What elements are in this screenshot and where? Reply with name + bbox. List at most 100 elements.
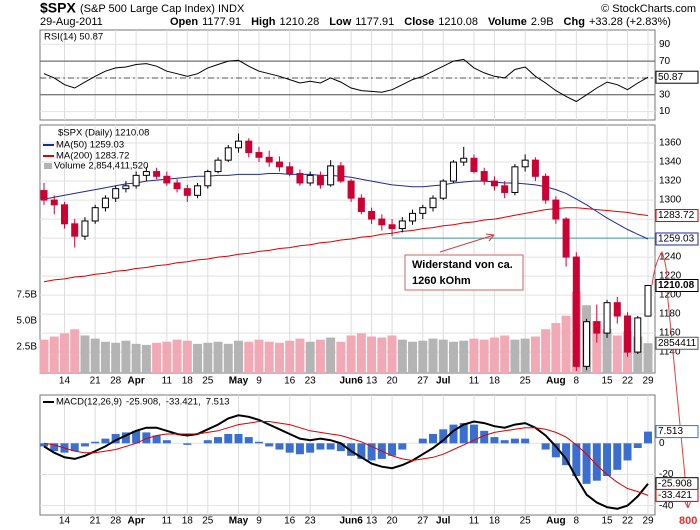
last-value-label: 2854411 bbox=[658, 338, 697, 349]
histogram-bar bbox=[367, 443, 376, 461]
volume-bar bbox=[438, 339, 448, 373]
y-tick-label: 1180 bbox=[659, 309, 681, 320]
histogram-bar bbox=[152, 435, 161, 444]
histogram-bar bbox=[429, 433, 438, 444]
histogram-bar bbox=[644, 431, 652, 444]
histogram-bar bbox=[613, 443, 622, 470]
x-tick-label: 13 bbox=[366, 376, 378, 387]
quote-value: 1177.91 bbox=[355, 16, 394, 28]
volume-tick-label: 7.5B bbox=[16, 289, 37, 300]
rsi-line bbox=[43, 58, 649, 103]
candle-body bbox=[183, 188, 191, 196]
histogram-bar bbox=[623, 443, 632, 461]
candle-body bbox=[306, 174, 314, 184]
candle-body bbox=[624, 315, 632, 353]
quote-label: Close bbox=[404, 16, 434, 28]
quote-label: Volume bbox=[488, 16, 527, 28]
quote-label: High bbox=[251, 16, 276, 28]
y-tick-label: 1360 bbox=[659, 138, 682, 149]
candle-body bbox=[449, 161, 457, 182]
candle-body bbox=[552, 199, 560, 220]
candle-body bbox=[378, 218, 386, 226]
legend-swatch bbox=[44, 163, 52, 169]
x-tick-label: 27 bbox=[417, 516, 429, 527]
histogram-bar bbox=[398, 443, 407, 450]
quote-value: 1177.91 bbox=[202, 16, 241, 28]
volume-bar bbox=[397, 339, 407, 373]
candle-body bbox=[132, 174, 140, 187]
x-tick-label: 28 bbox=[110, 516, 122, 527]
y-tick-label: 1240 bbox=[659, 252, 682, 263]
legend-title: MACD(12,26,9) bbox=[56, 397, 122, 408]
y-tick-label: 0 bbox=[659, 438, 665, 449]
volume-bar bbox=[612, 335, 622, 373]
histogram-bar bbox=[541, 443, 550, 450]
volume-bar bbox=[264, 341, 274, 373]
histogram-bar bbox=[582, 443, 591, 484]
volume-bar bbox=[418, 340, 428, 373]
candle-body bbox=[60, 204, 68, 225]
volume-bar bbox=[223, 343, 233, 373]
histogram-bar bbox=[111, 433, 120, 444]
volume-bar bbox=[530, 336, 540, 373]
volume-bar bbox=[80, 335, 90, 373]
candle-body bbox=[101, 197, 109, 209]
volume-bar bbox=[377, 337, 387, 373]
legend-entry: 7.513 bbox=[206, 397, 230, 408]
volume-bar bbox=[234, 340, 244, 373]
x-tick-label: 16 bbox=[284, 376, 296, 387]
y-tick-label: 70 bbox=[659, 56, 671, 67]
histogram-bar bbox=[265, 443, 274, 447]
last-value-box bbox=[655, 209, 699, 223]
candle-body bbox=[265, 156, 273, 163]
last-value: 1283.72 bbox=[655, 209, 699, 223]
y-tick-label: 1160 bbox=[659, 328, 681, 339]
candle-body bbox=[214, 159, 222, 173]
histogram-bar bbox=[449, 424, 458, 444]
candle-body bbox=[521, 159, 529, 168]
candle-body bbox=[388, 224, 396, 230]
volume-bar bbox=[428, 338, 438, 373]
histogram-bar bbox=[80, 443, 89, 447]
last-value-box bbox=[655, 279, 699, 293]
x-tick-label: 18 bbox=[489, 376, 501, 387]
legend-price: $SPX (Daily) 1210.08 bbox=[58, 128, 149, 139]
volume-bar bbox=[469, 338, 479, 373]
x-tick-label: 23 bbox=[305, 516, 317, 527]
x-tick-label: 23 bbox=[305, 376, 317, 387]
candle-body bbox=[173, 182, 181, 190]
histogram-bar bbox=[183, 443, 192, 445]
histogram-bar bbox=[572, 443, 581, 477]
last-value-box bbox=[655, 70, 699, 84]
volume-bar bbox=[336, 341, 346, 373]
last-value-box bbox=[655, 232, 699, 246]
x-tick-label: May bbox=[229, 376, 249, 387]
candle-body bbox=[163, 175, 171, 184]
y-tick-label: 1300 bbox=[659, 195, 682, 206]
x-tick-label: Aug bbox=[546, 516, 565, 527]
x-tick-label: 9 bbox=[256, 516, 262, 527]
candle-body bbox=[245, 140, 253, 154]
candle-body bbox=[501, 185, 509, 193]
histogram-bar bbox=[336, 443, 345, 452]
quote-value: 2.9B bbox=[531, 16, 554, 28]
legend-entry: Volume 2,854,411,520 bbox=[54, 161, 148, 172]
histogram-bar bbox=[316, 443, 325, 450]
x-tick-label: Jun6 bbox=[339, 516, 363, 527]
plot: 1030507090RSI(14) 50.8711401160118012001… bbox=[16, 29, 682, 527]
last-value-box bbox=[655, 425, 699, 439]
histogram-bar bbox=[224, 433, 233, 444]
x-tick-label: 18 bbox=[489, 516, 501, 527]
last-value: 50.87 bbox=[655, 70, 699, 84]
volume-bar bbox=[561, 315, 571, 373]
histogram-bar bbox=[285, 443, 294, 453]
x-tick-label: 8 bbox=[574, 376, 580, 387]
volume-bar bbox=[182, 340, 192, 373]
volume-bar bbox=[152, 342, 162, 373]
volume-bar bbox=[254, 339, 264, 373]
note: 800 bbox=[679, 515, 697, 527]
candle-body bbox=[368, 210, 376, 220]
volume-tick-label: 5.0B bbox=[16, 316, 37, 327]
candle-body bbox=[50, 199, 58, 206]
